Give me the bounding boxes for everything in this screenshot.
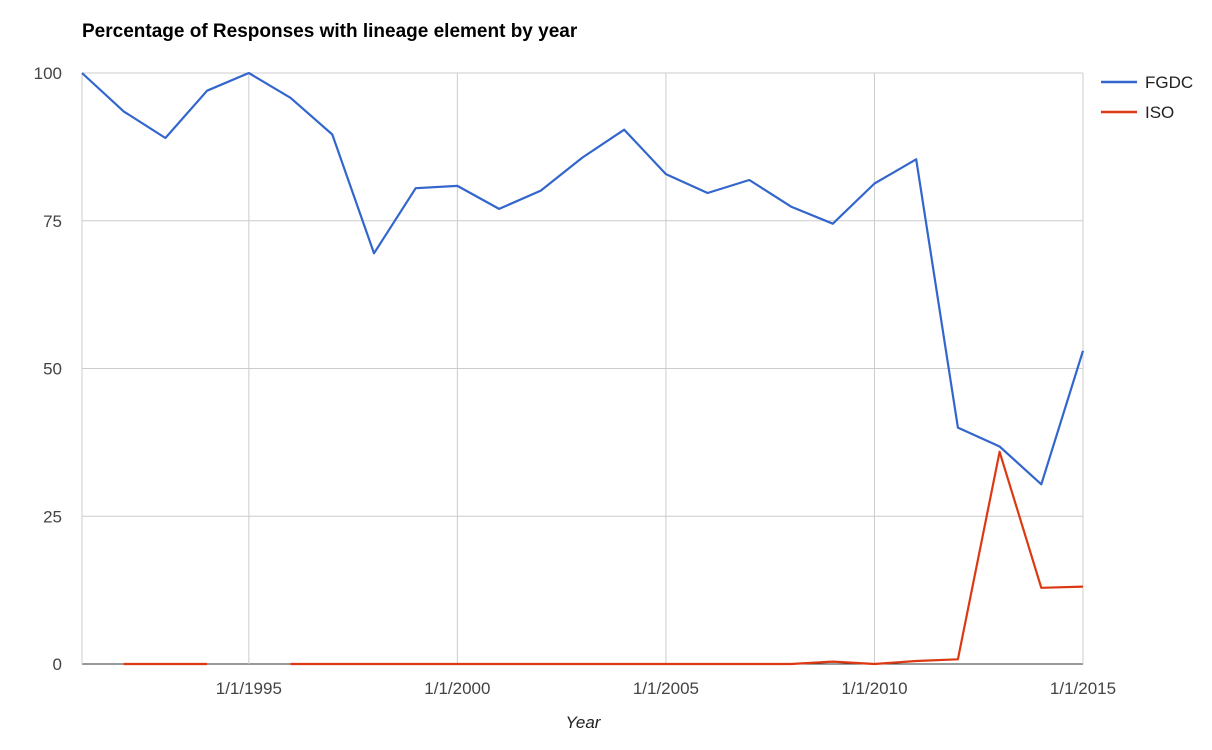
data-point-iso[interactable] — [746, 661, 752, 667]
data-point-iso[interactable] — [913, 658, 919, 664]
data-point-fgdc[interactable] — [371, 250, 377, 256]
data-point-fgdc[interactable] — [621, 127, 627, 133]
legend-label-fgdc: FGDC — [1145, 73, 1193, 92]
data-point-fgdc[interactable] — [1080, 348, 1086, 354]
data-point-iso[interactable] — [288, 661, 294, 667]
data-point-fgdc[interactable] — [955, 425, 961, 431]
data-point-iso[interactable] — [705, 661, 711, 667]
data-point-iso[interactable] — [871, 661, 877, 667]
data-point-fgdc[interactable] — [788, 204, 794, 210]
data-point-iso[interactable] — [121, 661, 127, 667]
y-axis-ticks: 0 25 50 75 100 — [34, 64, 62, 674]
x-tick-label: 1/1/1995 — [216, 679, 282, 698]
data-point-fgdc[interactable] — [162, 135, 168, 141]
data-point-iso[interactable] — [371, 661, 377, 667]
y-tick-label: 0 — [53, 655, 62, 674]
data-point-fgdc[interactable] — [121, 108, 127, 114]
y-tick-label: 50 — [43, 360, 62, 379]
data-point-iso[interactable] — [955, 656, 961, 662]
y-tick-label: 75 — [43, 212, 62, 231]
data-point-iso[interactable] — [1038, 585, 1044, 591]
data-point-iso[interactable] — [580, 661, 586, 667]
data-point-iso[interactable] — [830, 659, 836, 665]
series-lines — [79, 70, 1086, 667]
chart-title: Percentage of Responses with lineage ele… — [82, 21, 578, 42]
data-point-fgdc[interactable] — [496, 206, 502, 212]
data-point-iso[interactable] — [162, 661, 168, 667]
data-point-iso[interactable] — [1080, 584, 1086, 590]
data-point-iso[interactable] — [496, 661, 502, 667]
data-point-fgdc[interactable] — [580, 155, 586, 161]
data-point-fgdc[interactable] — [997, 444, 1003, 450]
data-point-iso[interactable] — [997, 449, 1003, 455]
series-line-iso — [290, 450, 1084, 666]
data-point-fgdc[interactable] — [329, 131, 335, 137]
data-point-fgdc[interactable] — [1038, 481, 1044, 487]
data-point-fgdc[interactable] — [413, 185, 419, 191]
data-point-fgdc[interactable] — [705, 190, 711, 196]
y-tick-label: 25 — [43, 507, 62, 526]
data-point-fgdc[interactable] — [204, 88, 210, 94]
data-point-fgdc[interactable] — [663, 171, 669, 177]
data-point-fgdc[interactable] — [538, 188, 544, 194]
data-point-fgdc[interactable] — [871, 181, 877, 187]
data-point-iso[interactable] — [621, 661, 627, 667]
data-point-iso[interactable] — [329, 661, 335, 667]
data-point-iso[interactable] — [204, 661, 210, 667]
data-point-iso[interactable] — [538, 661, 544, 667]
data-point-fgdc[interactable] — [79, 70, 85, 76]
data-point-iso[interactable] — [788, 661, 794, 667]
legend-label-iso: ISO — [1145, 103, 1174, 122]
x-tick-label: 1/1/2005 — [633, 679, 699, 698]
x-tick-label: 1/1/2010 — [841, 679, 907, 698]
data-point-iso[interactable] — [454, 661, 460, 667]
data-point-fgdc[interactable] — [246, 70, 252, 76]
x-tick-label: 1/1/2015 — [1050, 679, 1116, 698]
grid-lines — [81, 72, 1084, 665]
data-point-fgdc[interactable] — [830, 221, 836, 227]
y-tick-label: 100 — [34, 64, 62, 83]
x-tick-label: 1/1/2000 — [424, 679, 490, 698]
data-point-fgdc[interactable] — [746, 177, 752, 183]
data-point-iso[interactable] — [413, 661, 419, 667]
x-axis-ticks: 1/1/1995 1/1/2000 1/1/2005 1/1/2010 1/1/2015 — [216, 679, 1116, 698]
x-axis-title: Year — [566, 713, 602, 732]
data-point-fgdc[interactable] — [288, 95, 294, 101]
data-point-fgdc[interactable] — [454, 183, 460, 189]
series-line-fgdc — [81, 71, 1085, 486]
legend: FGDC ISO — [1101, 73, 1193, 122]
data-point-iso[interactable] — [663, 661, 669, 667]
data-point-fgdc[interactable] — [913, 156, 919, 162]
